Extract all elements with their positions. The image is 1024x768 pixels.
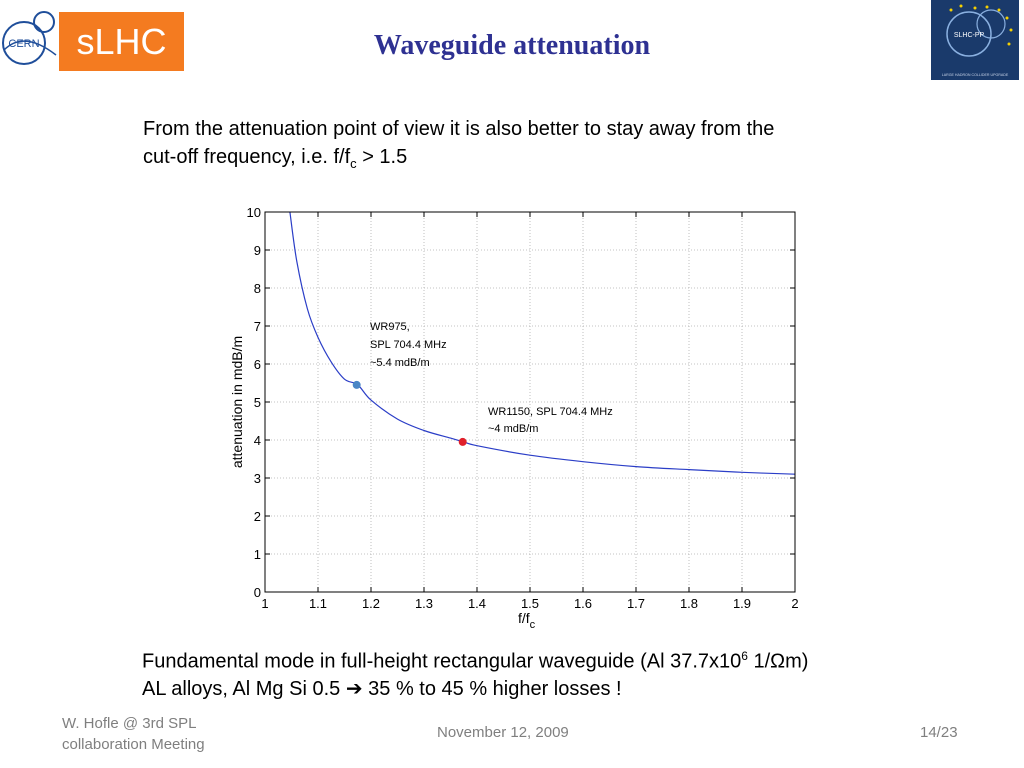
y-tick-label: 9: [254, 243, 261, 258]
intro-line-1: From the attenuation point of view it is…: [143, 118, 775, 140]
footer-page-number: 14/23: [920, 724, 958, 741]
caption-line-2: AL alloys, Al Mg Si 0.5 ➔ 35 % to 45 % h…: [142, 677, 622, 700]
curve-layer: [289, 211, 796, 475]
slhcpp-logo: SLHC-PP LARGE HADRON COLLIDER UPGRADE: [931, 0, 1019, 80]
footer-date: November 12, 2009: [437, 724, 569, 741]
x-tick-label: 1: [261, 596, 268, 611]
page-title: Waveguide attenuation: [373, 30, 651, 61]
annotation-wr975-line-2: SPL 704.4 MHz: [370, 339, 447, 351]
x-tick-label: 1.5: [521, 596, 539, 611]
annotation-wr975-line-3: ~5.4 mdB/m: [370, 357, 430, 369]
x-tick-label: 1.4: [468, 596, 486, 611]
point-wr1150: [458, 437, 467, 446]
y-tick-label: 8: [254, 281, 261, 296]
x-tick-label: 1.2: [362, 596, 380, 611]
x-tick-label: 1.7: [627, 596, 645, 611]
ticks: 1 1.1 1.2 1.3 1.4 1.5 1.6 1.7 1.8 1.9 201234567891…: [247, 205, 799, 611]
attenuation-chart: 1 1.1 1.2 1.3 1.4 1.5 1.6 1.7 1.8 1.9 201234567891…: [229, 205, 799, 631]
y-tick-label: 4: [254, 433, 261, 448]
attenuation-curve: [289, 211, 796, 475]
x-tick-label: 2: [791, 596, 798, 611]
footer-author-line-1: W. Hofle @ 3rd SPL: [62, 715, 197, 732]
x-axis-label: f/fc: [518, 610, 536, 631]
annotation-wr975: WR975, SPL 704.4 MHz ~5.4 mdB/m: [370, 321, 447, 369]
y-axis-label: attenuation in mdB/m: [229, 336, 245, 468]
svg-text:SLHC-PP: SLHC-PP: [954, 32, 985, 39]
svg-text:LARGE HADRON COLLIDER UPGRADE: LARGE HADRON COLLIDER UPGRADE: [942, 73, 1009, 77]
x-tick-label: 1.6: [574, 596, 592, 611]
points: [352, 380, 467, 446]
x-tick-label: 1.8: [680, 596, 698, 611]
x-tick-label: 1.3: [415, 596, 433, 611]
intro-line-2: cut-off frequency, i.e. f/fc > 1.5: [143, 146, 408, 171]
y-tick-label: 6: [254, 357, 261, 372]
y-tick-label: 3: [254, 471, 261, 486]
footer-author-line-2: collaboration Meeting: [62, 736, 205, 753]
y-tick-label: 10: [247, 205, 261, 220]
annotation-wr1150-line-1: WR1150, SPL 704.4 MHz: [488, 406, 613, 418]
y-tick-label: 2: [254, 509, 261, 524]
cern-logo: CERN: [2, 11, 57, 65]
annotation-wr1150-line-2: ~4 mdB/m: [488, 423, 538, 435]
slhc-label: sLHC: [59, 12, 184, 71]
caption: Fundamental mode in full-height rectangu…: [142, 643, 922, 703]
point-wr975: [352, 380, 361, 389]
y-tick-label: 1: [254, 547, 261, 562]
x-tick-label: 1.9: [733, 596, 751, 611]
x-tick-label: 1.1: [309, 596, 327, 611]
arrow-icon: ➔: [345, 677, 363, 700]
annotation-wr1150: WR1150, SPL 704.4 MHz ~4 mdB/m: [488, 406, 613, 435]
y-tick-label: 7: [254, 319, 261, 334]
y-tick-label: 0: [254, 585, 261, 600]
y-tick-label: 5: [254, 395, 261, 410]
footer-author: W. Hofle @ 3rd SPL collaboration Meeting: [62, 713, 205, 755]
annotation-wr975-line-1: WR975,: [370, 321, 410, 333]
intro-text: From the attenuation point of view it is…: [143, 115, 903, 178]
caption-line-1: Fundamental mode in full-height rectangu…: [142, 649, 809, 673]
svg-text:CERN: CERN: [8, 38, 39, 50]
